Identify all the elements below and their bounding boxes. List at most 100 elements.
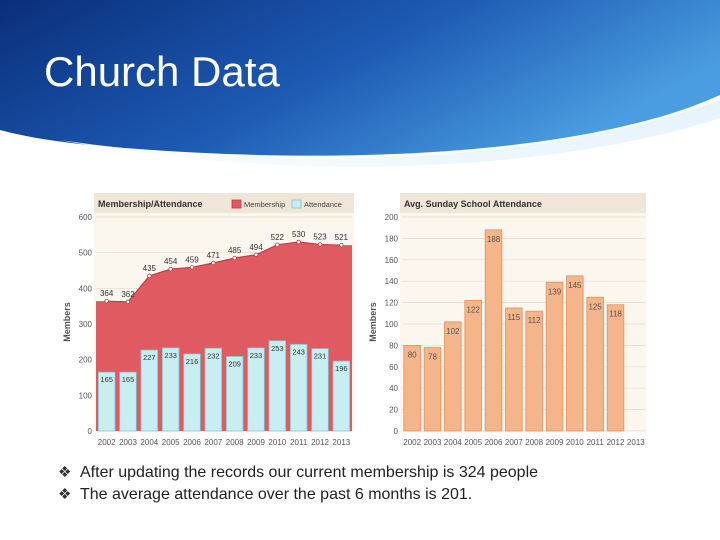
data-labels: 364 362 435 454 459 471 485 494 522 530 523 521 165 1… [100,230,349,384]
membership-value-label: 454 [164,257,178,266]
membership-value-label: 364 [100,289,114,298]
attendance-value-label: 216 [186,357,199,366]
attendance-bar [289,343,308,432]
grid-lines [402,216,646,432]
membership-value-label: 362 [121,290,135,299]
attendance-value-label: 165 [122,375,135,384]
attendance-value-label: 232 [207,351,220,360]
bar-value-label: 102 [446,327,460,336]
bar-value-label: 118 [609,310,622,319]
membership-value-label: 530 [292,230,306,239]
x-tick-label: 2003 [424,438,442,447]
membership-point [189,265,195,270]
bar-value-label: 122 [466,305,480,314]
y-tick-label: 0 [394,427,399,436]
x-tick-label: 2010 [268,438,286,447]
attendance-bar [332,360,351,432]
attendance-value-label: 227 [143,353,156,362]
chart-title-bar [400,193,646,213]
y-tick-label: 60 [389,363,398,372]
y-tick-label: 0 [88,427,93,436]
sunday-school-bar [606,304,625,432]
bullet-item: ❖ The average attendance over the past 6… [58,484,698,506]
x-tick-label: 2005 [162,438,180,447]
x-tick-label: 2007 [505,438,523,447]
y-tick-label: 500 [79,249,93,258]
y-tick-label: 40 [389,384,398,393]
membership-point [211,260,216,266]
y-tick-label: 120 [385,299,399,308]
chart-title: Avg. Sunday School Attendance [404,199,542,209]
sunday-school-bar [525,310,543,432]
membership-point [168,266,173,272]
membership-line [106,241,342,303]
y-axis-label: Members [62,302,72,342]
y-tick-label: 80 [389,341,398,350]
membership-point [317,242,323,247]
y-axis-label: Members [368,302,378,342]
bullet-text: After updating the records our current m… [80,464,539,481]
membership-value-label: 471 [207,251,221,260]
chart-title: Membership/Attendance [98,199,203,209]
y-axis-ticks: 0 20 40 60 80 100 120 140 160 180 200 [385,213,399,436]
attendance-bars [97,340,351,432]
y-tick-label: 400 [79,284,93,293]
sunday-school-bar [505,307,523,432]
x-tick-label: 2008 [226,438,244,447]
sunday-school-bar [566,275,584,432]
bar-value-label: 188 [487,235,501,244]
bar-value-label: 112 [528,316,541,325]
attendance-value-label: 209 [228,359,241,368]
y-tick-label: 200 [79,356,93,365]
membership-value-label: 521 [335,233,349,242]
diamond-bullet-icon: ❖ [58,464,72,481]
attendance-bar [97,371,116,432]
attendance-value-label: 165 [100,375,113,384]
y-tick-label: 100 [385,320,399,329]
sunday-school-bar [403,344,421,432]
slide-title: Church Data [44,48,280,95]
y-tick-label: 160 [385,256,399,265]
sunday-school-bar [464,300,482,432]
membership-area-fill [96,241,352,431]
attendance-bar [204,347,223,432]
x-tick-label: 2011 [587,438,605,447]
bar-value-label: 125 [588,302,602,311]
x-axis-ticks: 2002 2003 2004 2005 2006 2007 2008 2009 2010 2011… [403,438,645,447]
attendance-bar [140,349,159,432]
membership-point [296,239,301,245]
chart-legend: Membership Attendance [231,199,342,209]
x-tick-label: 2002 [403,438,421,447]
attendance-value-label: 231 [314,352,327,361]
y-axis-ticks: 0 100 200 300 400 500 600 [79,213,93,436]
y-tick-label: 200 [385,213,399,222]
y-tick-label: 300 [79,320,93,329]
x-tick-label: 2013 [627,438,645,447]
x-tick-label: 2003 [119,438,137,447]
membership-point [253,252,259,258]
header-banner [0,0,720,167]
sunday-school-bar [444,321,462,432]
attendance-value-label: 233 [250,351,263,360]
bar-value-label: 115 [507,313,520,322]
attendance-value-label: 253 [271,344,284,353]
sunday-school-bar [423,347,442,432]
membership-point [147,273,152,279]
x-tick-label: 2007 [204,438,222,447]
x-tick-label: 2005 [464,438,482,447]
y-tick-label: 600 [79,213,93,222]
membership-point [104,298,109,304]
y-tick-label: 20 [389,406,398,415]
bullet-list: ❖ After updating the records our current… [58,462,698,506]
membership-point [339,242,344,248]
x-tick-label: 2006 [183,438,201,447]
bar-value-label: 145 [568,281,582,290]
membership-value-label: 485 [228,246,242,255]
membership-value-label: 435 [143,264,157,273]
attendance-bar [311,348,329,432]
membership-value-label: 522 [271,233,285,242]
bar-value-label: 80 [408,350,417,359]
attendance-bar [225,356,244,432]
x-tick-label: 2013 [332,438,350,447]
diamond-bullet-icon: ❖ [58,486,72,503]
